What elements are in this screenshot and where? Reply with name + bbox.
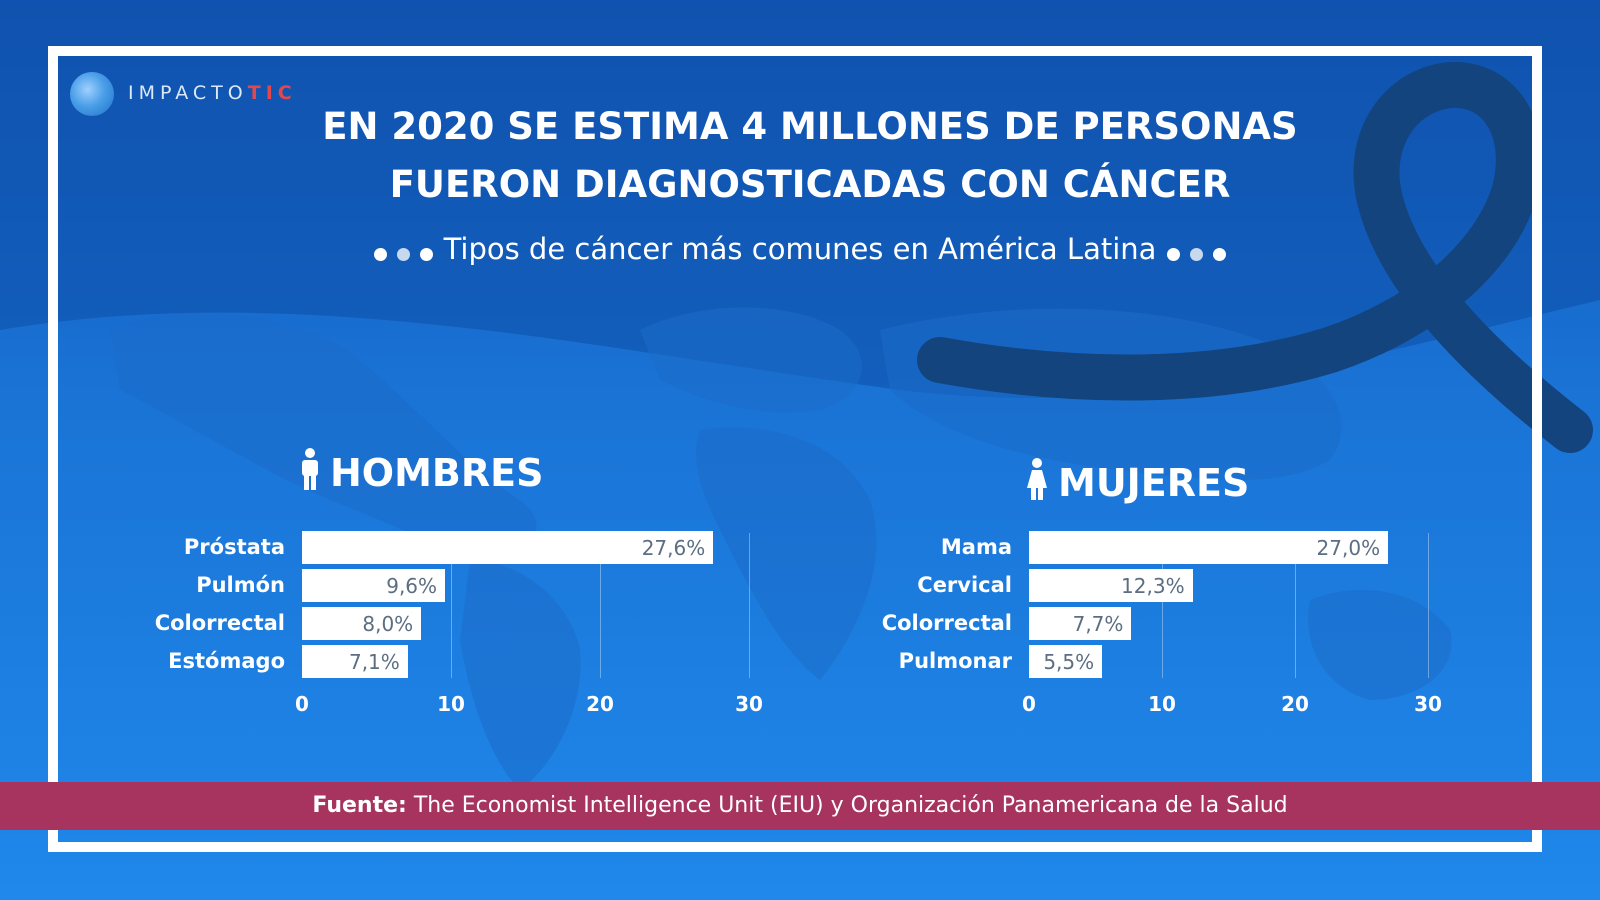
men-bar: 9,6% (302, 569, 446, 602)
men-category-label: Colorrectal (154, 611, 285, 635)
men-x-tick-label: 20 (586, 692, 614, 716)
women-category-label: Mama (940, 535, 1012, 559)
men-title-text: HOMBRES (330, 451, 544, 495)
logo-accent: TIC (247, 82, 297, 104)
source-band: Fuente: The Economist Intelligence Unit … (0, 782, 1600, 830)
men-panel-title: HOMBRES (300, 448, 543, 495)
men-grid-line (600, 533, 601, 678)
men-category-label: Pulmón (196, 573, 285, 597)
women-x-tick-label: 30 (1414, 692, 1442, 716)
men-bar-value-label: 8,0% (362, 612, 414, 636)
women-bar: 5,5% (1029, 645, 1103, 678)
women-category-label: Cervical (917, 573, 1012, 597)
men-x-tick-label: 10 (437, 692, 465, 716)
women-bar: 7,7% (1029, 607, 1132, 640)
world-map (110, 307, 1452, 790)
upper-band (0, 0, 1600, 398)
logo: IMPACTOTIC (70, 70, 292, 118)
subtitle-text: Tipos de cáncer más comunes en América L… (443, 232, 1157, 266)
dots-left-icon (369, 234, 438, 268)
women-bar: 27,0% (1029, 531, 1389, 564)
women-bar: 12,3% (1029, 569, 1193, 602)
women-category-label: Pulmonar (898, 649, 1012, 673)
women-bar-value-label: 5,5% (1043, 650, 1095, 674)
source-text: The Economist Intelligence Unit (EIU) y … (413, 793, 1288, 818)
women-x-tick-label: 0 (1022, 692, 1036, 716)
white-frame (48, 46, 1542, 852)
men-bar: 7,1% (302, 645, 408, 678)
male-person-icon (302, 448, 318, 490)
subtitle: Tipos de cáncer más comunes en América L… (300, 232, 1300, 268)
men-category-label: Próstata (183, 535, 285, 559)
women-grid-line (1295, 533, 1296, 678)
men-x-tick-label: 0 (295, 692, 309, 716)
women-bar-value-label: 12,3% (1121, 574, 1185, 598)
men-bar-value-label: 9,6% (386, 574, 438, 598)
logo-text: IMPACTO (128, 82, 248, 104)
men-bar-value-label: 7,1% (348, 650, 400, 674)
women-bar-value-label: 7,7% (1072, 612, 1124, 636)
source-label: Fuente: (312, 793, 407, 818)
awareness-ribbon-icon (917, 61, 1593, 453)
women-panel-title: MUJERES (1026, 458, 1249, 505)
women-x-tick-label: 20 (1281, 692, 1309, 716)
title-line-2: FUERON DIAGNOSTICADAS CON CÁNCER (389, 163, 1231, 206)
men-bar-value-label: 27,6% (641, 536, 706, 560)
women-bar-value-label: 27,0% (1316, 536, 1381, 560)
title-line-1: EN 2020 SE ESTIMA 4 MILLONES DE PERSONAS (322, 105, 1298, 148)
dots-right-icon (1162, 234, 1231, 268)
men-grid-line (749, 533, 750, 678)
women-grid-line (1162, 533, 1163, 678)
men-bar: 8,0% (302, 607, 422, 640)
women-x-tick-label: 10 (1148, 692, 1176, 716)
women-grid-line (1428, 533, 1429, 678)
female-person-icon (1027, 458, 1047, 500)
men-x-tick-label: 30 (735, 692, 763, 716)
men-bar: 27,6% (302, 531, 714, 564)
page-title: EN 2020 SE ESTIMA 4 MILLONES DE PERSONAS… (260, 98, 1360, 214)
logo-globe-icon (70, 72, 114, 116)
men-category-label: Estómago (168, 649, 285, 673)
women-category-label: Colorrectal (881, 611, 1012, 635)
men-grid-line (451, 533, 452, 678)
women-title-text: MUJERES (1058, 461, 1250, 505)
